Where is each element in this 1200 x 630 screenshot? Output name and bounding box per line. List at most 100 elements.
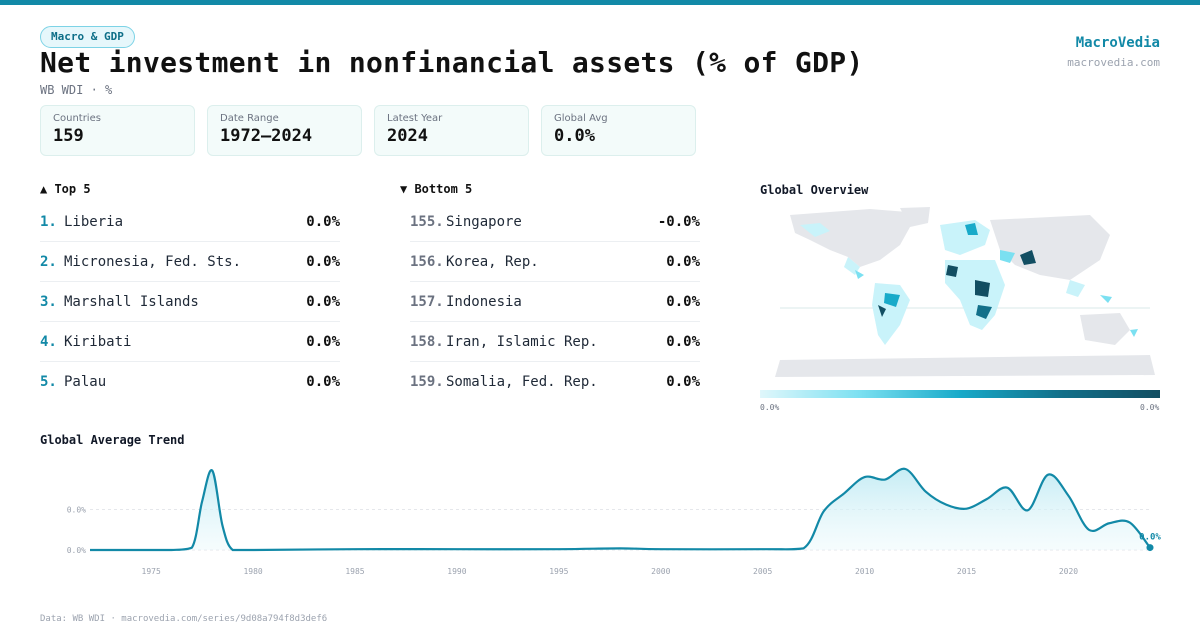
- bottom5-row[interactable]: 157. Indonesia 0.0%: [410, 282, 700, 322]
- region-central-america[interactable]: [844, 257, 860, 275]
- stat-label: Global Avg: [554, 113, 608, 124]
- region-australia[interactable]: [1080, 313, 1130, 345]
- region-brazil-shade[interactable]: [884, 293, 900, 307]
- rank-number: 1.: [40, 213, 57, 230]
- footer-source: Data: WB WDI · macrovedia.com/series/9d0…: [40, 614, 328, 624]
- trend-chart[interactable]: 0.0% 0.0% 1975 1980 1985 1990 1995 2000 2005 201…: [0, 455, 1200, 585]
- stat-label: Date Range: [220, 113, 279, 124]
- map-legend-gradient: [760, 390, 1160, 398]
- trend-x-tick-label: 1985: [345, 567, 364, 576]
- rank-number: 159.: [410, 374, 444, 390]
- trend-y-tick-label: 0.0%: [67, 546, 86, 555]
- top5-row[interactable]: 5. Palau 0.0%: [40, 362, 340, 402]
- bottom5-row[interactable]: 156. Korea, Rep. 0.0%: [410, 242, 700, 282]
- map-legend-max: 0.0%: [1140, 403, 1160, 412]
- trend-x-tick-label: 1990: [447, 567, 466, 576]
- country-name: Marshall Islands: [64, 293, 199, 310]
- stat-card-date-range: Date Range 1972–2024: [207, 105, 362, 156]
- region-middle-east-shade[interactable]: [1000, 250, 1015, 263]
- region-europe[interactable]: [940, 220, 990, 255]
- region-peru-shade[interactable]: [878, 305, 886, 317]
- country-value: 0.0%: [666, 293, 700, 310]
- trend-y-axis: 0.0% 0.0%: [67, 506, 86, 556]
- top5-list: 1. Liberia 0.0% 2. Micronesia, Fed. Sts.…: [40, 202, 340, 402]
- region-indonesia-shade[interactable]: [1100, 295, 1112, 303]
- bottom5-row[interactable]: 158. Iran, Islamic Rep. 0.0%: [410, 322, 700, 362]
- stat-label: Countries: [53, 113, 101, 124]
- rank-number: 155.: [410, 213, 444, 230]
- trend-y-tick-label: 0.0%: [67, 506, 86, 515]
- region-antarctica[interactable]: [775, 355, 1155, 377]
- stat-value: 2024: [387, 126, 428, 146]
- page-subtitle: WB WDI · %: [40, 83, 113, 97]
- brand-url[interactable]: macrovedia.com: [1067, 56, 1160, 69]
- top5-row[interactable]: 4. Kiribati 0.0%: [40, 322, 340, 362]
- stat-label: Latest Year: [387, 113, 443, 124]
- world-map[interactable]: [760, 205, 1160, 380]
- region-europe-shade[interactable]: [965, 223, 978, 235]
- region-north-america-shade[interactable]: [800, 223, 830, 237]
- stat-card-countries: Countries 159: [40, 105, 195, 156]
- trend-x-tick-label: 2005: [753, 567, 772, 576]
- country-value: 0.0%: [306, 293, 340, 310]
- stat-card-latest-year: Latest Year 2024: [374, 105, 529, 156]
- top5-title: ▲ Top 5: [40, 182, 91, 196]
- bottom5-row[interactable]: 159. Somalia, Fed. Rep. 0.0%: [410, 362, 700, 402]
- country-value: 0.0%: [306, 333, 340, 350]
- bottom5-panel: ▼ Bottom 5 155. Singapore -0.0% 156. Kor…: [400, 182, 700, 402]
- trend-x-tick-label: 2010: [855, 567, 874, 576]
- stats-row: Countries 159 Date Range 1972–2024 Lates…: [40, 105, 696, 156]
- trend-x-tick-label: 2015: [957, 567, 976, 576]
- top-accent-bar: [0, 0, 1200, 5]
- trend-x-tick-label: 1975: [142, 567, 161, 576]
- trend-x-tick-label: 2020: [1059, 567, 1078, 576]
- category-badge[interactable]: Macro & GDP: [40, 26, 135, 48]
- region-west-africa-shade[interactable]: [946, 265, 958, 277]
- rank-number: 157.: [410, 293, 444, 310]
- region-asia-shade[interactable]: [1020, 250, 1036, 265]
- stat-value: 1972–2024: [220, 126, 313, 146]
- stat-value: 159: [53, 126, 84, 146]
- trend-end-point[interactable]: [1146, 544, 1154, 552]
- region-east-africa-shade[interactable]: [975, 280, 990, 297]
- region-greenland[interactable]: [900, 207, 930, 227]
- top5-panel: ▲ Top 5 1. Liberia 0.0% 2. Micronesia, F…: [40, 182, 340, 402]
- country-value: 0.0%: [306, 213, 340, 230]
- rank-number: 3.: [40, 293, 57, 310]
- top5-row[interactable]: 1. Liberia 0.0%: [40, 202, 340, 242]
- country-value: 0.0%: [666, 253, 700, 270]
- trend-line[interactable]: [89, 467, 1151, 552]
- region-north-america[interactable]: [790, 209, 920, 267]
- country-value: 0.0%: [666, 333, 700, 350]
- trend-x-tick-label: 1980: [243, 567, 262, 576]
- rank-number: 156.: [410, 253, 444, 270]
- bottom5-list: 155. Singapore -0.0% 156. Korea, Rep. 0.…: [400, 202, 700, 402]
- country-name: Somalia, Fed. Rep.: [446, 374, 598, 390]
- bottom5-row[interactable]: 155. Singapore -0.0%: [410, 202, 700, 242]
- rank-number: 2.: [40, 253, 57, 270]
- brand-logo[interactable]: MacroVedia: [1075, 35, 1160, 51]
- country-value: 0.0%: [306, 374, 340, 390]
- stat-value: 0.0%: [554, 126, 595, 146]
- top5-row[interactable]: 3. Marshall Islands 0.0%: [40, 282, 340, 322]
- stat-card-global-avg: Global Avg 0.0%: [541, 105, 696, 156]
- trend-x-tick-label: 2000: [651, 567, 670, 576]
- trend-end-label: 0.0%: [1139, 533, 1161, 543]
- region-pacific-shade[interactable]: [1130, 329, 1138, 337]
- country-value: 0.0%: [306, 253, 340, 270]
- country-name: Liberia: [64, 213, 124, 230]
- trend-chart-title: Global Average Trend: [40, 433, 185, 447]
- rank-number: 158.: [410, 333, 444, 350]
- region-asia[interactable]: [990, 215, 1110, 280]
- region-south-america[interactable]: [872, 283, 910, 345]
- country-name: Korea, Rep.: [446, 253, 539, 270]
- bottom5-title: ▼ Bottom 5: [400, 182, 473, 196]
- country-value: 0.0%: [666, 374, 700, 390]
- region-southern-africa-shade[interactable]: [976, 305, 992, 319]
- rank-number: 4.: [40, 333, 57, 350]
- region-mexico-shade[interactable]: [855, 270, 864, 279]
- top5-row[interactable]: 2. Micronesia, Fed. Sts. 0.0%: [40, 242, 340, 282]
- country-name: Indonesia: [446, 293, 522, 310]
- map-legend-min: 0.0%: [760, 403, 780, 412]
- region-southeast-asia[interactable]: [1066, 280, 1085, 297]
